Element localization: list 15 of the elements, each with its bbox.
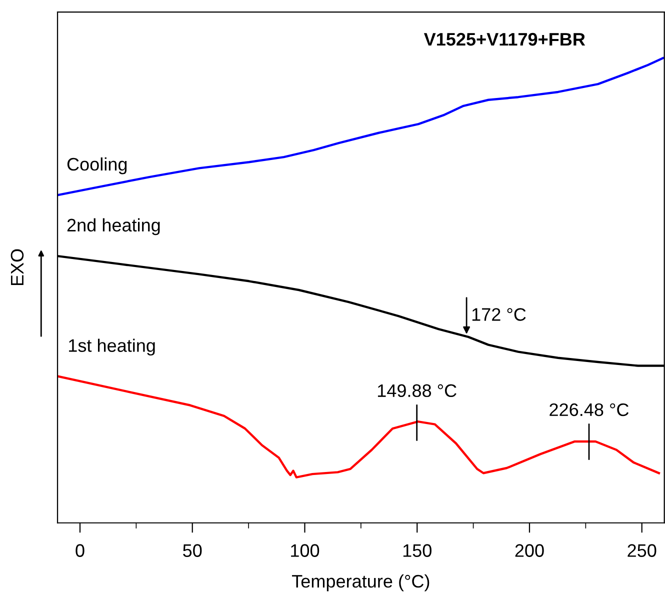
chart-title: V1525+V1179+FBR xyxy=(424,32,586,46)
series-label: Cooling xyxy=(67,157,127,174)
y-axis-title: EXO xyxy=(10,249,24,286)
annotation: 226.48 °C xyxy=(550,403,629,416)
series-label: 2nd heating xyxy=(67,218,160,236)
series-label: 1st heating xyxy=(69,338,155,356)
x-tick-label: 0 xyxy=(76,544,84,557)
x-tick-label: 150 xyxy=(403,544,432,557)
x-axis-title: Temperature (°C) xyxy=(292,574,430,592)
x-tick-label: 250 xyxy=(628,544,656,557)
x-tick-label: 50 xyxy=(183,544,202,557)
x-tick-label: 200 xyxy=(515,544,544,557)
x-tick-label: 100 xyxy=(291,544,320,557)
annotation: 172 °C xyxy=(472,308,526,321)
annotation: 149.88 °C xyxy=(378,384,456,398)
